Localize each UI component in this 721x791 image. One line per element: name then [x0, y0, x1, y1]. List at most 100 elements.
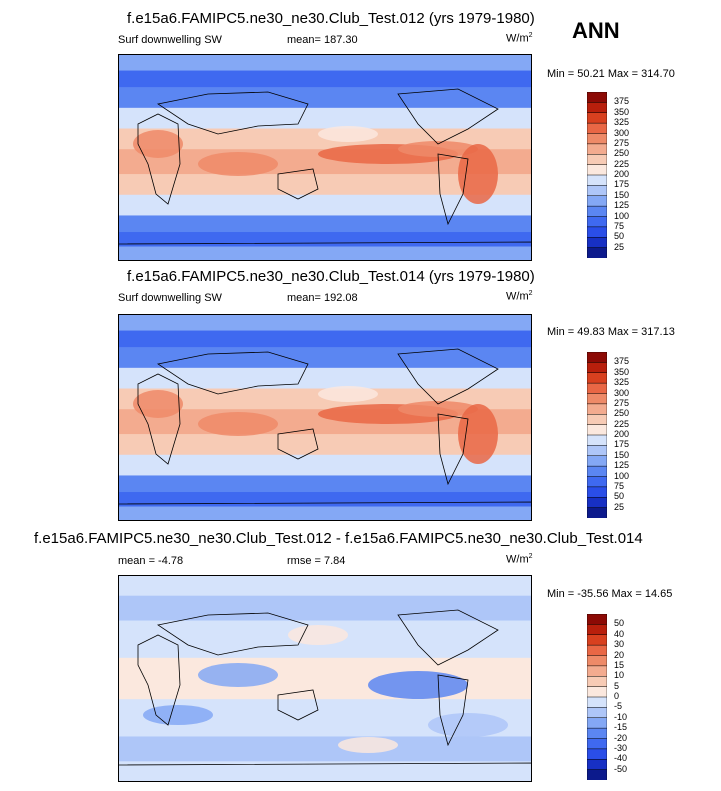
- colorbar-box: [587, 372, 607, 384]
- colorbar-box: [587, 237, 607, 249]
- contour-blob: [368, 671, 468, 699]
- colorbar-tick-label: 350: [614, 106, 630, 117]
- colorbar-tick-label: 50: [614, 231, 625, 242]
- contour-band: [118, 761, 532, 782]
- colorbar-box: [587, 497, 607, 509]
- colorbar-tick-label: 100: [614, 470, 630, 481]
- coastline: [137, 113, 181, 205]
- coastline: [397, 348, 499, 405]
- colorbar-tick-label: 75: [614, 480, 625, 491]
- colorbar-box: [587, 133, 607, 145]
- panel-2-map: [118, 314, 532, 521]
- colorbar-box: [587, 195, 607, 207]
- season-label: ANN: [572, 18, 620, 43]
- contour-blob: [143, 705, 213, 725]
- colorbar-box: [587, 185, 607, 197]
- colorbar-box: [587, 727, 607, 740]
- contour-band: [118, 492, 532, 508]
- contour-band: [118, 70, 532, 88]
- contour-band: [118, 107, 532, 130]
- coastline: [118, 241, 532, 261]
- contour-band: [118, 246, 532, 261]
- colorbar-tick-label: -50: [614, 763, 628, 774]
- colorbar-tick-label: 200: [614, 429, 630, 439]
- panel-1-colorbar: [587, 92, 607, 258]
- contour-blob: [318, 386, 378, 402]
- colorbar-box: [587, 634, 607, 646]
- colorbar-tick-label: 0: [614, 691, 620, 701]
- colorbar-tick-label: 175: [614, 179, 630, 190]
- coastline: [118, 501, 532, 521]
- colorbar-tick-label: 300: [614, 127, 630, 138]
- contour-blob: [198, 152, 278, 176]
- colorbar-box: [587, 424, 607, 436]
- contour-band: [118, 87, 532, 109]
- panel-3-minmax: Min = -35.56 Max = 14.65: [547, 588, 673, 600]
- colorbar-box: [587, 476, 607, 488]
- contour-band: [118, 595, 532, 622]
- colorbar-box: [587, 707, 607, 719]
- colorbar-box: [587, 676, 607, 688]
- colorbar-box: [587, 614, 607, 625]
- colorbar-tick-label: 300: [614, 387, 630, 398]
- contour-blob: [198, 663, 278, 687]
- coastline: [397, 88, 499, 145]
- colorbar-tick-label: -15: [614, 722, 628, 733]
- contour-band: [118, 54, 532, 72]
- colorbar-box: [587, 247, 607, 258]
- colorbar-box: [587, 665, 607, 677]
- colorbar-tick-label: 30: [614, 639, 625, 650]
- contour-blob: [458, 404, 498, 464]
- panel-2-minmax: Min = 49.83 Max = 317.13: [547, 326, 675, 338]
- colorbar-tick-label: 25: [614, 501, 625, 512]
- coastline: [397, 609, 499, 666]
- colorbar-tick-label: -5: [614, 701, 623, 712]
- contour-band: [118, 174, 532, 196]
- coastline: [156, 612, 309, 656]
- colorbar-tick-label: -10: [614, 711, 628, 722]
- coastline: [277, 689, 319, 721]
- colorbar-box: [587, 465, 607, 478]
- colorbar-box: [587, 759, 607, 771]
- contour-band: [118, 434, 532, 456]
- panel-3-map: [118, 575, 532, 782]
- colorbar-tick-label: 250: [614, 148, 630, 159]
- colorbar-box: [587, 154, 607, 166]
- colorbar-box: [587, 769, 607, 780]
- panel-3-units: W/m2: [506, 553, 533, 566]
- coastline: [156, 91, 309, 135]
- coastline: [277, 168, 319, 200]
- contour-blob: [398, 141, 478, 157]
- contour-blob: [288, 625, 348, 645]
- panel-1-map: [118, 54, 532, 261]
- colorbar-box: [587, 455, 607, 467]
- colorbar-box: [587, 486, 607, 498]
- colorbar-box: [587, 686, 607, 698]
- colorbar-box: [587, 112, 607, 124]
- panel-3-colorbar: [587, 614, 607, 780]
- contour-blob: [198, 412, 278, 436]
- colorbar-tick-label: 75: [614, 220, 625, 231]
- colorbar-tick-label: 250: [614, 408, 630, 419]
- colorbar-tick-label: 100: [614, 210, 630, 221]
- panel-1-minmax: Min = 50.21 Max = 314.70: [547, 68, 675, 80]
- contour-blob: [133, 390, 183, 418]
- colorbar-box: [587, 445, 607, 457]
- colorbar-box: [587, 216, 607, 228]
- colorbar-box: [587, 174, 607, 186]
- colorbar-box: [587, 717, 607, 729]
- colorbar-tick-label: 50: [614, 618, 625, 629]
- colorbar-tick-label: 10: [614, 670, 625, 681]
- coastline: [118, 762, 532, 782]
- contour-band: [118, 314, 532, 332]
- contour-band: [118, 347, 532, 369]
- colorbar-box: [587, 393, 607, 405]
- coastline: [277, 428, 319, 460]
- panel-2-mean-label: mean= 192.08: [287, 292, 358, 304]
- colorbar-tick-label: 20: [614, 649, 625, 660]
- colorbar-tick-label: 375: [614, 356, 630, 367]
- contour-band: [118, 454, 532, 476]
- panel-2-units: W/m2: [506, 290, 533, 303]
- colorbar-box: [587, 507, 607, 518]
- contour-band: [118, 330, 532, 348]
